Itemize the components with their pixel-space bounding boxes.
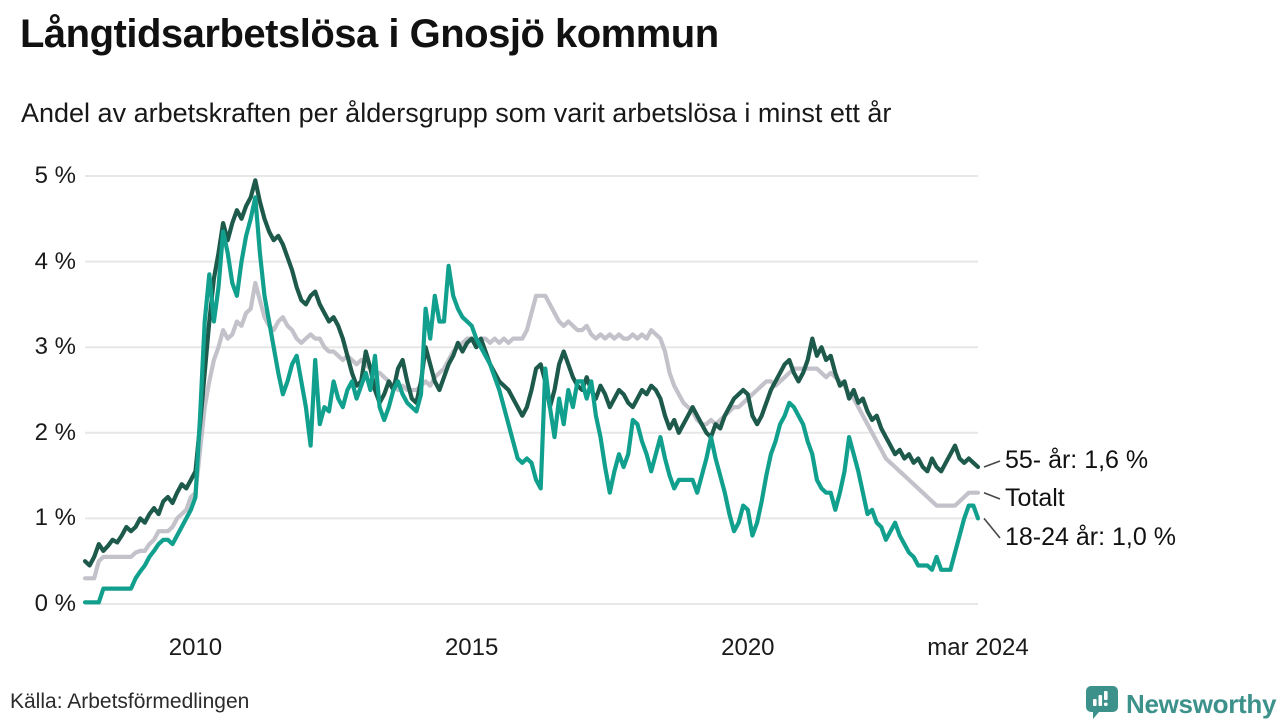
y-tick-label: 0 % — [34, 590, 76, 617]
x-tick-label: mar 2024 — [927, 634, 1029, 661]
y-tick-label: 4 % — [34, 247, 76, 275]
chart-title: Långtidsarbetslösa i Gnosjö kommun — [20, 12, 719, 56]
x-tick-label: 2020 — [721, 634, 775, 661]
x-tick-label: 2010 — [168, 634, 223, 661]
x-tick-label: 2015 — [444, 634, 499, 661]
series-label-totalt: Totalt — [1005, 484, 1065, 512]
y-tick-label: 3 % — [34, 333, 76, 361]
newsworthy-wordmark: Newsworthy — [1126, 689, 1277, 719]
series-label-55: 55- år: 1,6 % — [1005, 446, 1149, 474]
newsworthy-logo[interactable]: Newsworthy — [1084, 684, 1276, 720]
y-tick-label: 1 % — [34, 504, 76, 532]
y-tick-label: 5 % — [34, 162, 76, 189]
newsworthy-icon — [1084, 684, 1120, 720]
chart-subtitle: Andel av arbetskraften per åldersgrupp s… — [21, 98, 892, 128]
y-tick-label: 2 % — [34, 418, 76, 446]
series-label-18-24: 18-24 år: 1,0 % — [1005, 523, 1176, 551]
source-note: Källa: Arbetsförmedlingen — [10, 690, 250, 713]
